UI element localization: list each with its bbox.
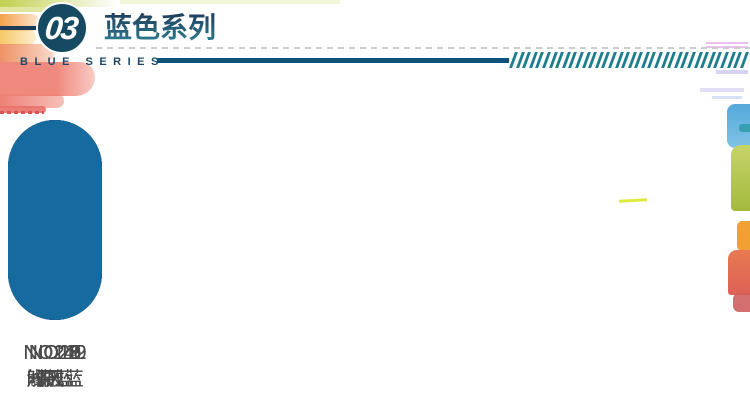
solid-underline <box>157 58 509 63</box>
purple-smudge-3 <box>700 88 744 92</box>
paint-stroke-orange-left-2 <box>0 44 54 62</box>
paint-stroke-red-right-2 <box>733 293 750 312</box>
paint-stroke-orange-right <box>737 221 750 251</box>
swatch-name: 深蓝 <box>35 369 74 390</box>
paint-stroke-salmon-left-2 <box>0 94 64 108</box>
swatch-name: 天蓝 <box>35 369 74 390</box>
swatch-code: NO21 <box>28 342 82 364</box>
purple-smudge-4 <box>712 96 742 99</box>
paint-stroke-green-right <box>731 145 750 211</box>
swatch-code: NO15 <box>28 342 82 364</box>
swatch-column-no142: NO142 解放蓝 <box>0 120 110 392</box>
paint-stroke-teal-right <box>739 124 750 132</box>
header: 03 蓝色系列 BLUE SERIES <box>0 0 750 80</box>
hatch-mark <box>739 52 749 68</box>
lime-line-accent <box>618 198 648 203</box>
paint-stroke-faint-top <box>120 0 340 4</box>
paint-stroke-salmon-left-3 <box>0 106 46 113</box>
swatch-name: 解放蓝 <box>26 369 84 390</box>
color-pill <box>8 120 102 320</box>
badge-leader-line <box>0 26 40 30</box>
paint-stroke-salmon-left <box>0 62 95 96</box>
hatch-marks <box>509 52 749 68</box>
purple-smudge-2 <box>716 70 748 74</box>
paint-stroke-olive-top-2 <box>0 7 62 12</box>
paint-stroke-yellow-left <box>0 29 36 45</box>
page-subtitle: BLUE SERIES <box>20 56 165 68</box>
page-title: 蓝色系列 <box>104 12 217 43</box>
swatch-name: 中蓝 <box>35 369 74 390</box>
paint-stroke-red-dotted <box>0 111 44 114</box>
swatch-name: 时风蓝 <box>26 369 84 390</box>
purple-smudge-1 <box>706 41 748 48</box>
series-number-badge: 03 <box>36 2 88 54</box>
swatch-code: NO142 <box>23 342 87 364</box>
series-number: 03 <box>42 10 79 46</box>
paint-stroke-blue-right <box>727 104 750 148</box>
swatch-code: NO28 <box>28 342 82 364</box>
dashed-separator <box>96 47 750 49</box>
swatch-name: 浅天蓝 <box>26 369 84 390</box>
swatch-code: NO219 <box>23 342 87 364</box>
swatch-code: NO19 <box>28 342 82 364</box>
paint-stroke-red-right <box>728 250 750 295</box>
